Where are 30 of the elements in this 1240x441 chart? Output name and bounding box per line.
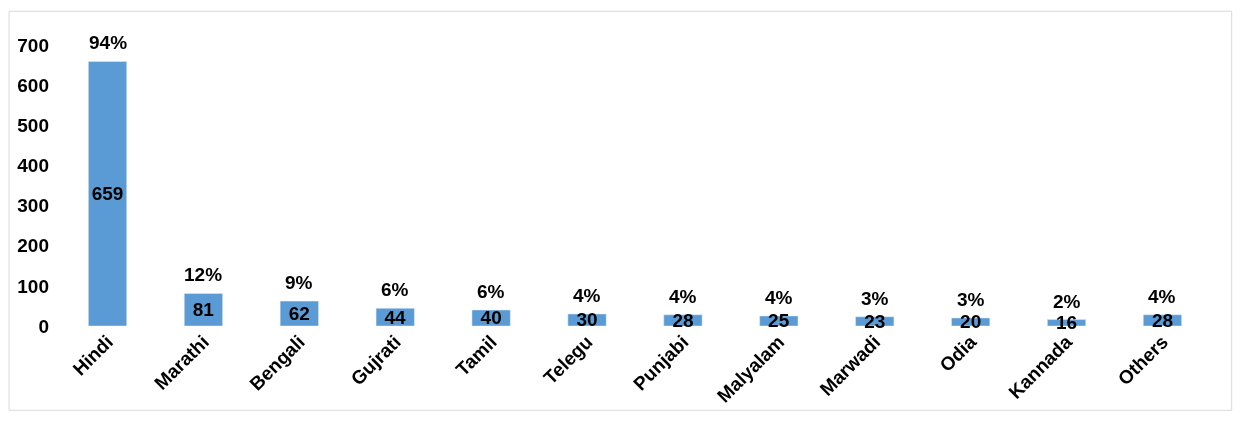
annotation: 4% <box>573 285 601 306</box>
annotation: 2% <box>1053 291 1081 312</box>
annotation: 12% <box>184 264 223 285</box>
y-tick-label: 500 <box>17 114 49 136</box>
y-tick-label: 400 <box>17 155 49 177</box>
annotation: 94% <box>89 32 128 53</box>
annotation: 4% <box>669 286 697 307</box>
data-label: 30 <box>576 309 598 331</box>
annotation: 6% <box>477 281 505 302</box>
data-label: 28 <box>1151 309 1174 331</box>
y-tick-label: 600 <box>17 74 49 96</box>
annotation: 4% <box>765 287 793 308</box>
annotation: 4% <box>1148 286 1176 307</box>
bar <box>88 61 127 326</box>
annotation: 6% <box>381 279 409 300</box>
data-label: 28 <box>672 309 694 331</box>
y-tick-label: 300 <box>17 195 49 217</box>
y-tick-label: 100 <box>17 275 49 297</box>
annotation: 9% <box>285 272 313 293</box>
data-label: 40 <box>480 307 502 329</box>
data-label: 81 <box>192 299 215 321</box>
data-label: 659 <box>91 183 124 205</box>
annotation: 3% <box>861 288 889 309</box>
annotation: 3% <box>957 289 985 310</box>
y-tick-label: 200 <box>17 235 49 257</box>
x-tick-label: Odia <box>935 330 981 376</box>
data-label: 62 <box>288 303 310 325</box>
data-label: 44 <box>384 306 407 328</box>
y-tick-label: 700 <box>17 34 49 56</box>
y-tick-label: 0 <box>38 315 49 337</box>
